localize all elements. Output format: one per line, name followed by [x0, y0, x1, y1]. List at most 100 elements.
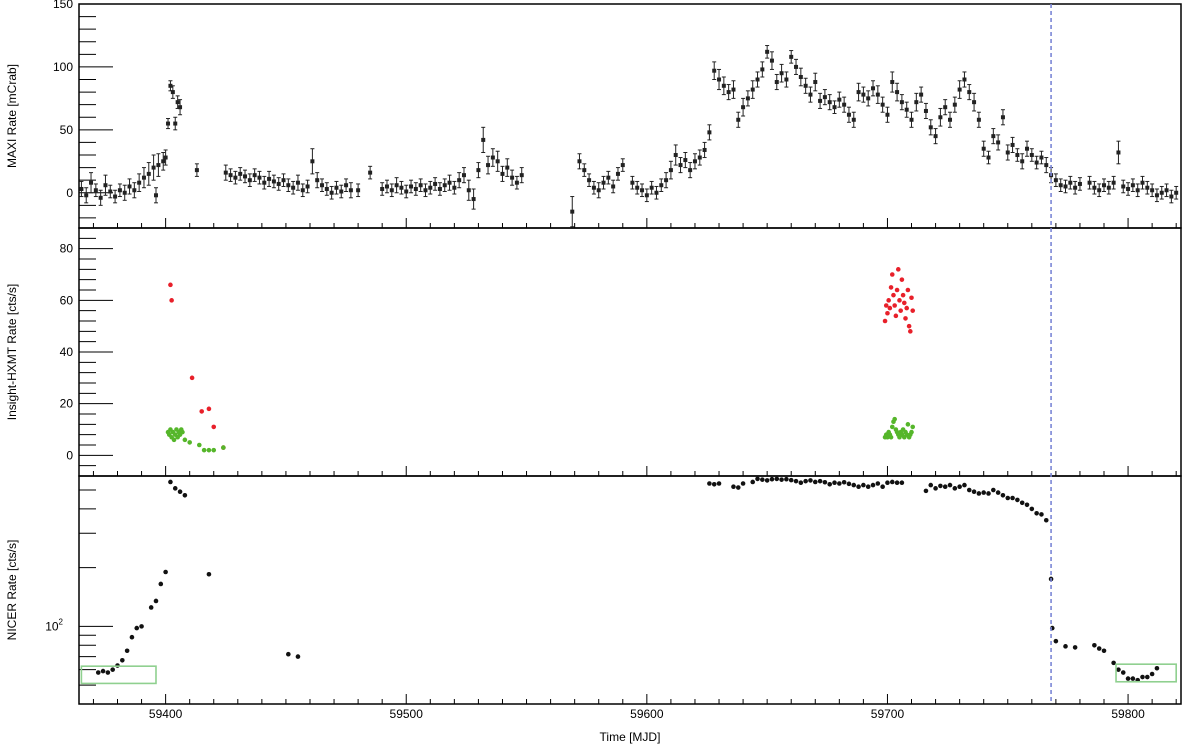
data-point [635, 185, 640, 190]
data-point [765, 49, 770, 54]
data-point [892, 416, 897, 422]
data-point [1019, 500, 1025, 506]
data-point [721, 83, 726, 88]
data-point [1020, 159, 1025, 164]
data-point [356, 188, 361, 193]
data-point [886, 298, 891, 303]
data-point [591, 185, 596, 190]
data-point [291, 185, 296, 190]
data-point [952, 102, 957, 107]
data-point [286, 183, 291, 188]
data-point [894, 480, 900, 486]
data-point [905, 422, 911, 427]
data-point [1111, 180, 1116, 185]
data-point [168, 282, 173, 288]
data-point [206, 406, 212, 412]
data-point [433, 181, 438, 186]
data-point [962, 77, 967, 82]
data-point [295, 180, 300, 185]
data-point [1159, 190, 1164, 195]
data-point [923, 108, 928, 113]
data-point [1044, 163, 1049, 168]
data-point [120, 658, 125, 663]
data-point [654, 190, 659, 195]
data-point [774, 80, 779, 85]
data-point [731, 87, 736, 92]
data-point [161, 159, 166, 164]
data-point [1120, 670, 1126, 675]
data-point [187, 440, 192, 445]
data-point [171, 437, 177, 443]
data-point [856, 484, 861, 489]
data-point [962, 482, 967, 488]
data-point [736, 117, 741, 122]
data-point [735, 485, 741, 490]
data-point [461, 173, 466, 178]
data-point [903, 316, 908, 321]
data-point [865, 484, 871, 489]
x-tick-label: 59700 [871, 707, 905, 721]
data-point [1140, 674, 1145, 680]
data-point [688, 168, 693, 173]
data-point [481, 137, 486, 142]
data-point [471, 197, 476, 202]
hxmt-panel-frame [78, 227, 1182, 477]
data-point [168, 479, 173, 485]
data-point [295, 654, 301, 659]
maxi-panel-frame [78, 3, 1182, 229]
data-point [1135, 188, 1140, 193]
data-point [707, 130, 712, 135]
data-point [664, 178, 669, 183]
data-point [206, 447, 212, 453]
data-point [177, 489, 183, 495]
data-point [380, 186, 385, 191]
data-point [1029, 153, 1034, 158]
data-point [971, 489, 977, 495]
data-point [789, 54, 794, 59]
data-point [928, 125, 933, 130]
data-point [991, 487, 996, 493]
data-point [750, 479, 756, 485]
data-point [908, 329, 913, 334]
data-point [1092, 642, 1097, 648]
data-point [938, 115, 943, 120]
data-point [981, 490, 986, 495]
data-point [173, 121, 178, 126]
data-point [315, 178, 320, 183]
data-point [1072, 645, 1078, 650]
x-axis: 59400 59500 59600 59700 59800 [149, 707, 1145, 721]
data-point [702, 147, 707, 152]
data-point [640, 188, 645, 193]
data-point [437, 186, 442, 191]
data-point [1015, 497, 1020, 503]
data-point [305, 184, 310, 189]
data-point [399, 185, 404, 190]
data-point [103, 183, 108, 188]
data-point [132, 188, 137, 193]
data-point [452, 185, 457, 190]
data-point [910, 308, 916, 313]
data-point [996, 140, 1001, 145]
y-tick-label: 80 [60, 242, 74, 256]
data-point [895, 90, 900, 95]
data-point [601, 180, 606, 185]
data-point [1121, 184, 1126, 189]
data-point [148, 605, 154, 610]
data-point [888, 434, 894, 440]
data-point [1073, 185, 1078, 190]
data-point [158, 581, 164, 587]
data-point [861, 92, 866, 97]
data-point [712, 68, 717, 73]
data-point [923, 488, 929, 494]
data-point [324, 186, 329, 191]
data-point [442, 183, 447, 188]
data-point [151, 165, 156, 170]
data-point [495, 159, 500, 164]
data-point [880, 102, 885, 107]
data-point [1116, 667, 1121, 672]
data-point [981, 146, 986, 151]
maxi-y-axis-title: MAXI Rate [mCrab] [5, 64, 19, 168]
data-point [329, 190, 334, 195]
data-point [141, 175, 146, 180]
data-point [1096, 646, 1102, 651]
